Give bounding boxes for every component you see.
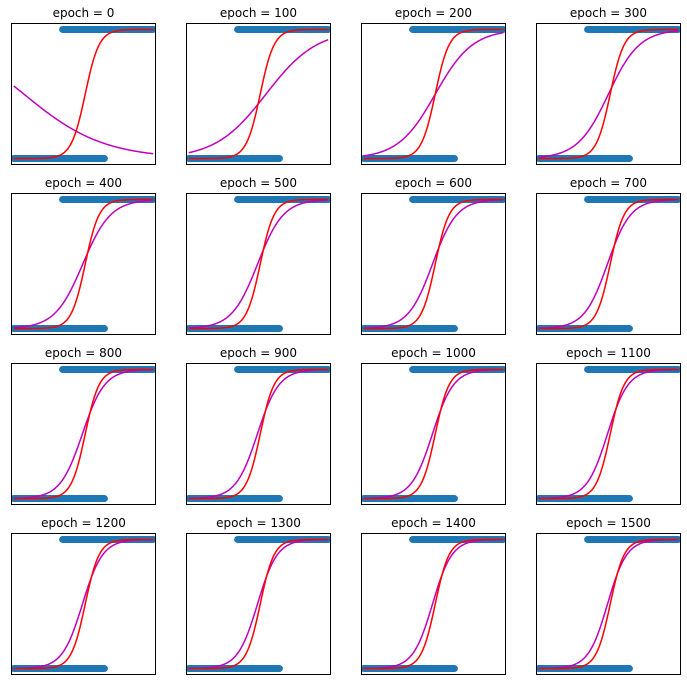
axes-frame: [361, 193, 506, 335]
fitted-curve: [363, 368, 504, 500]
subplot-8: epoch = 800: [11, 346, 156, 505]
fitted-curve: [188, 199, 329, 329]
subplot-0: epoch = 0: [11, 6, 156, 165]
subplot-title: epoch = 100: [220, 6, 297, 20]
fitted-curve: [13, 368, 154, 500]
true-curve: [188, 368, 329, 500]
true-curve: [13, 28, 154, 160]
true-curve: [188, 538, 329, 670]
subplot-5: epoch = 500: [186, 176, 331, 335]
true-curve: [13, 538, 154, 670]
subplot-12: epoch = 1200: [11, 516, 156, 675]
plot-area: [11, 365, 156, 503]
subplot-10: epoch = 1000: [361, 346, 506, 505]
fitted-curve: [13, 85, 154, 155]
subplot-15: epoch = 1500: [536, 516, 681, 675]
axes-frame: [536, 533, 681, 675]
fitted-curve: [363, 31, 504, 157]
plot-area: [11, 25, 156, 163]
axes-frame: [361, 363, 506, 505]
true-curve: [13, 198, 154, 330]
true-curve: [363, 28, 504, 160]
subplot-14: epoch = 1400: [361, 516, 506, 675]
plot-area: [186, 365, 331, 503]
subplot-title: epoch = 1200: [41, 516, 126, 530]
subplot-title: epoch = 1500: [566, 516, 651, 530]
fitted-curve: [538, 538, 679, 670]
axes-frame: [11, 193, 156, 335]
true-curve: [538, 538, 679, 670]
axes-frame: [11, 533, 156, 675]
true-curve: [538, 368, 679, 500]
fitted-curve: [538, 199, 679, 329]
true-curve: [538, 28, 679, 160]
subplot-3: epoch = 300: [536, 6, 681, 165]
plot-area: [361, 195, 506, 333]
axes-frame: [186, 363, 331, 505]
subplot-title: epoch = 700: [570, 176, 647, 190]
axes-frame: [536, 363, 681, 505]
fitted-curve: [363, 538, 504, 670]
subplot-2: epoch = 200: [361, 6, 506, 165]
axes-frame: [186, 23, 331, 165]
subplot-1: epoch = 100: [186, 6, 331, 165]
true-curve: [13, 368, 154, 500]
subplot-title: epoch = 1300: [216, 516, 301, 530]
true-curve: [188, 28, 329, 160]
fitted-curve: [13, 199, 154, 329]
subplot-title: epoch = 600: [395, 176, 472, 190]
axes-frame: [361, 23, 506, 165]
plot-area: [536, 25, 681, 163]
axes-frame: [11, 363, 156, 505]
subplot-title: epoch = 200: [395, 6, 472, 20]
fitted-curve: [538, 368, 679, 500]
true-curve: [363, 368, 504, 500]
fitted-curve: [538, 30, 679, 158]
plot-area: [536, 195, 681, 333]
fitted-curve: [188, 368, 329, 500]
plot-area: [186, 535, 331, 673]
fitted-curve: [363, 199, 504, 329]
subplot-4: epoch = 400: [11, 176, 156, 335]
true-curve: [538, 198, 679, 330]
subplot-7: epoch = 700: [536, 176, 681, 335]
plot-area: [536, 535, 681, 673]
subplot-title: epoch = 900: [220, 346, 297, 360]
true-curve: [363, 538, 504, 670]
plot-area: [11, 535, 156, 673]
true-curve: [363, 198, 504, 330]
axes-frame: [186, 193, 331, 335]
subplot-title: epoch = 300: [570, 6, 647, 20]
axes-frame: [536, 23, 681, 165]
fitted-curve: [13, 538, 154, 670]
fitted-curve: [188, 39, 329, 154]
plot-area: [186, 25, 331, 163]
plot-area: [536, 365, 681, 503]
subplot-9: epoch = 900: [186, 346, 331, 505]
fitted-curve: [188, 538, 329, 670]
true-curve: [188, 198, 329, 330]
subplot-6: epoch = 600: [361, 176, 506, 335]
subplot-title: epoch = 1000: [391, 346, 476, 360]
axes-frame: [536, 193, 681, 335]
subplot-title: epoch = 500: [220, 176, 297, 190]
subplot-13: epoch = 1300: [186, 516, 331, 675]
subplot-11: epoch = 1100: [536, 346, 681, 505]
subplot-title: epoch = 1100: [566, 346, 651, 360]
axes-frame: [11, 23, 156, 165]
subplot-title: epoch = 400: [45, 176, 122, 190]
subplot-title: epoch = 0: [53, 6, 115, 20]
plot-area: [361, 535, 506, 673]
plot-area: [186, 195, 331, 333]
plot-area: [11, 195, 156, 333]
plot-area: [361, 25, 506, 163]
subplot-title: epoch = 800: [45, 346, 122, 360]
axes-frame: [186, 533, 331, 675]
plot-area: [361, 365, 506, 503]
subplot-title: epoch = 1400: [391, 516, 476, 530]
axes-frame: [361, 533, 506, 675]
